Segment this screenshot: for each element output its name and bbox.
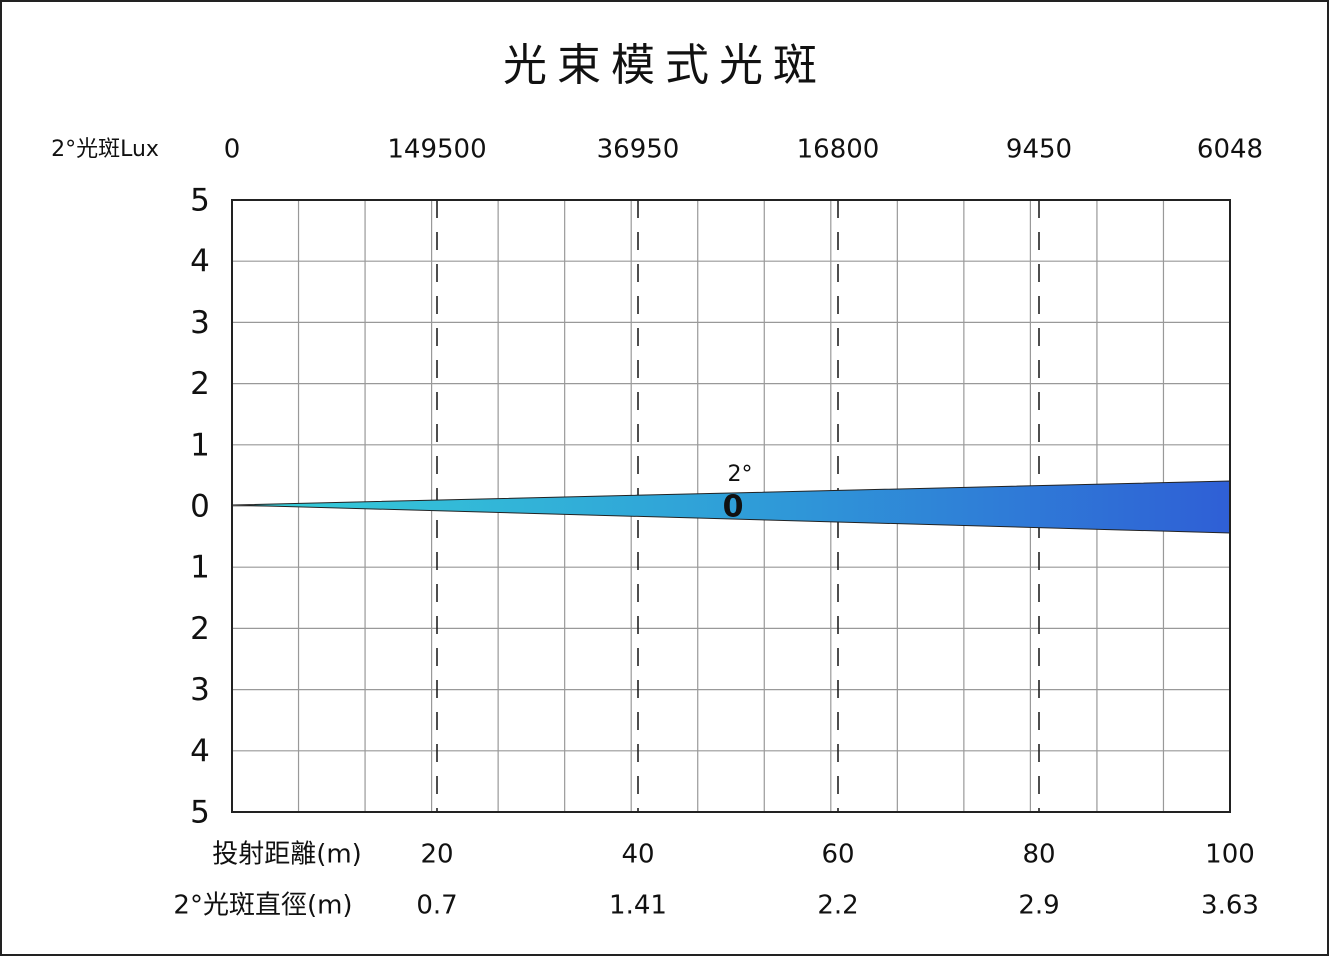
- y-label: 3: [190, 305, 210, 341]
- y-label: 0: [190, 489, 210, 525]
- lux-value: 6048: [1197, 135, 1263, 165]
- y-label: 2: [190, 611, 210, 647]
- y-label: 3: [190, 672, 210, 708]
- lux-value: 36950: [597, 135, 680, 165]
- diameter-label: 2°光斑直徑(m): [173, 891, 352, 921]
- y-label: 5: [190, 795, 210, 831]
- lux-value: 0: [224, 135, 241, 165]
- distance-value: 80: [1022, 840, 1055, 870]
- y-label: 4: [190, 733, 210, 769]
- lux-value: 9450: [1006, 135, 1072, 165]
- diameter-value: 2.2: [817, 891, 858, 921]
- lux-value: 149500: [387, 135, 486, 165]
- y-label: 5: [190, 183, 210, 219]
- diameter-value: 3.63: [1201, 891, 1259, 921]
- distance-value: 20: [420, 840, 453, 870]
- beam-center: 0: [723, 490, 744, 525]
- distance-value: 40: [621, 840, 654, 870]
- diameter-value: 2.9: [1018, 891, 1059, 921]
- beam-angle: 2°: [728, 462, 753, 487]
- y-label: 2: [190, 366, 210, 402]
- title: 光束模式光斑: [503, 40, 827, 91]
- distance-label: 投射距離(m): [212, 840, 362, 870]
- plot-border: [231, 199, 1231, 813]
- diameter-value: 1.41: [609, 891, 667, 921]
- y-label: 1: [190, 550, 210, 586]
- y-label: 4: [190, 244, 210, 280]
- distance-value: 60: [821, 840, 854, 870]
- distance-value: 100: [1205, 840, 1255, 870]
- y-label: 1: [190, 427, 210, 463]
- lux-value: 16800: [797, 135, 880, 165]
- lux-label: 2°光斑Lux: [51, 137, 159, 162]
- diameter-value: 0.7: [416, 891, 457, 921]
